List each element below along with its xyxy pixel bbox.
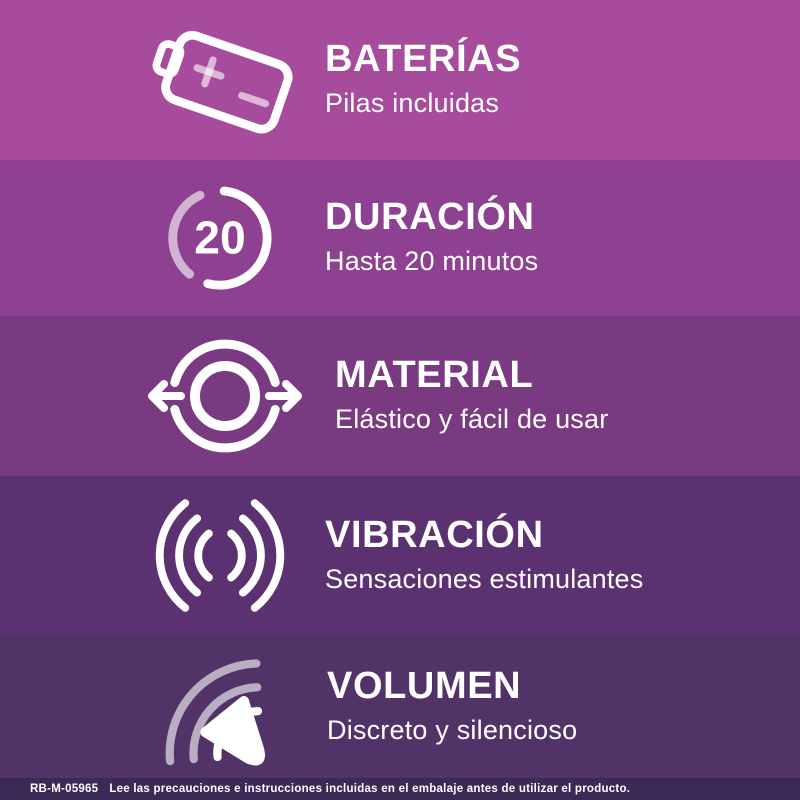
feature-title: VOLUMEN	[327, 664, 522, 707]
feature-subtitle: Pilas incluidas	[325, 88, 500, 119]
feature-text-material: MATERIAL Elástico y fácil de usar	[335, 356, 608, 435]
feature-text-vibracion: VIBRACIÓN Sensaciones estimulantes	[325, 516, 643, 595]
timer-20-icon-svg: 20	[168, 186, 272, 290]
feature-band-baterias: BATERÍAS Pilas incluidas	[0, 0, 800, 160]
disclaimer-text: Lee las precauciones e instrucciones inc…	[109, 783, 631, 795]
feature-title: DURACIÓN	[325, 196, 535, 239]
battery-icon-svg	[152, 30, 293, 134]
feature-subtitle: Discreto y silencioso	[327, 714, 578, 745]
stretch-arrows-icon	[145, 323, 305, 469]
feature-text-duracion: DURACIÓN Hasta 20 minutos	[325, 198, 538, 277]
low-volume-speaker-icon-svg	[165, 658, 266, 765]
timer-minutes-label: 20	[194, 212, 245, 264]
low-volume-speaker-icon	[145, 636, 297, 778]
feature-subtitle: Elástico y fácil de usar	[335, 404, 609, 435]
feature-band-duracion: 20 DURACIÓN Hasta 20 minutos	[0, 160, 800, 316]
vibration-waves-icon-svg	[155, 499, 285, 612]
stretch-arrows-icon-svg	[148, 339, 302, 453]
battery-icon	[145, 30, 295, 134]
product-code: RB-M-05965	[30, 783, 99, 795]
disclaimer-bar: RB-M-05965 Lee las precauciones e instru…	[0, 778, 800, 800]
timer-20-icon: 20	[145, 179, 295, 297]
feature-text-volumen: VOLUMEN Discreto y silencioso	[327, 667, 577, 746]
feature-subtitle: Hasta 20 minutos	[325, 246, 539, 277]
feature-text-baterias: BATERÍAS Pilas incluidas	[325, 40, 521, 119]
feature-title: VIBRACIÓN	[325, 513, 544, 556]
feature-title: MATERIAL	[335, 354, 534, 397]
feature-band-material: MATERIAL Elástico y fácil de usar	[0, 316, 800, 476]
vibration-waves-icon	[145, 490, 295, 621]
feature-title: BATERÍAS	[325, 38, 522, 81]
feature-band-vibracion: VIBRACIÓN Sensaciones estimulantes	[0, 476, 800, 635]
feature-subtitle: Sensaciones estimulantes	[325, 563, 644, 594]
feature-band-volumen: VOLUMEN Discreto y silencioso	[0, 635, 800, 778]
